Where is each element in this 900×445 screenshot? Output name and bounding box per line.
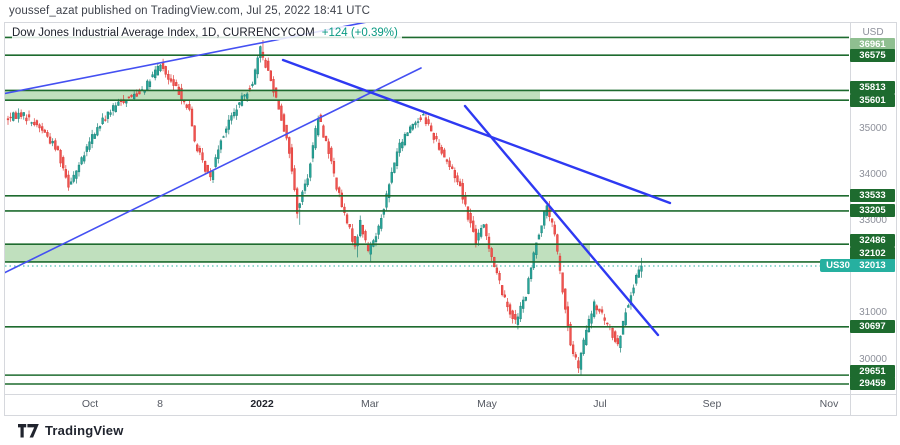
- level-price-badge: 33205: [850, 204, 895, 218]
- level-price-badge: 36575: [850, 48, 895, 62]
- tradingview-branding[interactable]: TradingView: [18, 423, 124, 438]
- price-tick-label: 30000: [859, 353, 887, 365]
- currency-label: USD: [862, 27, 884, 38]
- candlestick-series: [6, 39, 643, 376]
- supply-demand-zones[interactable]: [5, 90, 590, 262]
- time-tick-label: May: [477, 398, 497, 410]
- last-price-badge: 32013: [850, 259, 895, 273]
- price-tick-label: 35000: [859, 122, 887, 134]
- time-tick-label: Oct: [81, 398, 99, 410]
- horizontal-level-lines[interactable]: [5, 36, 849, 385]
- chart-frame: [4, 22, 897, 416]
- symbol-price-flag: US30: [820, 259, 856, 273]
- price-tick-label: 34000: [859, 168, 887, 180]
- time-tick-label: 2022: [250, 398, 274, 410]
- chart-legend: Dow Jones Industrial Average Index, 1D, …: [12, 26, 402, 40]
- level-price-badge: 29459: [850, 377, 895, 391]
- level-price-badge: 35813: [850, 81, 895, 95]
- level-price-badge: 30697: [850, 320, 895, 334]
- time-tick-label: Mar: [360, 398, 380, 410]
- time-tick-label: Jul: [593, 398, 607, 410]
- level-price-badge: 33533: [850, 189, 895, 203]
- level-price-badge: 32486: [850, 234, 895, 248]
- chart-title: Dow Jones Industrial Average Index, 1D, …: [12, 27, 315, 39]
- time-tick-label: 8: [157, 398, 163, 410]
- level-price-badge: 35601: [850, 93, 895, 107]
- time-tick-label: Nov: [819, 398, 839, 410]
- time-axis[interactable]: [4, 395, 850, 415]
- chart-change-value: +124 (+0.39%): [321, 27, 398, 39]
- time-tick-label: Sep: [702, 398, 722, 410]
- level-price-badge: 36961: [850, 38, 895, 51]
- level-price-badge: 32102: [850, 246, 895, 260]
- price-axis-separator: [850, 22, 851, 415]
- tradingview-wordmark: TradingView: [45, 423, 124, 438]
- price-tick-label: 31000: [859, 307, 887, 319]
- price-tick-label: 33000: [859, 214, 887, 226]
- published-byline: youssef_azat published on TradingView.co…: [9, 5, 371, 17]
- time-axis-separator: [4, 394, 897, 395]
- tradingview-logo-icon: [18, 423, 39, 437]
- level-price-badge: 29651: [850, 364, 895, 378]
